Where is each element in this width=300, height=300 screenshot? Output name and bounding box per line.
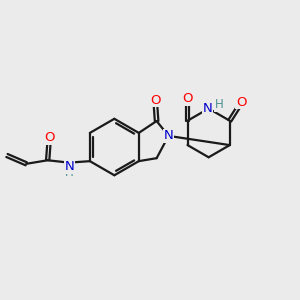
Text: H: H <box>215 98 224 112</box>
Text: N: N <box>65 160 74 173</box>
Text: O: O <box>182 92 193 105</box>
Text: O: O <box>44 131 54 145</box>
Text: N: N <box>202 102 212 115</box>
Text: O: O <box>150 94 160 107</box>
Text: O: O <box>236 96 246 109</box>
Text: H: H <box>65 166 74 178</box>
Text: N: N <box>164 129 173 142</box>
